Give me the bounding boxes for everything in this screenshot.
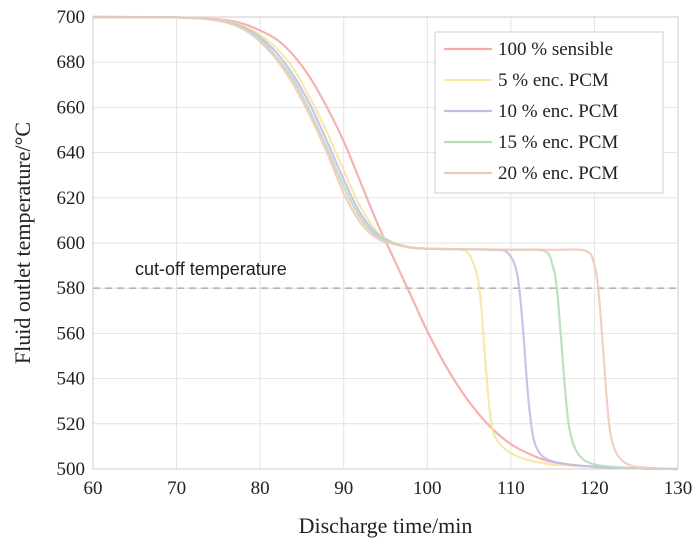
legend-label: 10 % enc. PCM (498, 101, 618, 122)
x-tick-label: 110 (497, 478, 525, 499)
x-tick-label: 70 (167, 478, 186, 499)
y-tick-label: 620 (57, 188, 86, 209)
y-tick-label: 680 (57, 52, 86, 73)
legend-box (434, 31, 664, 194)
series-line-5 (92, 15, 679, 471)
x-tick-label: 120 (580, 478, 609, 499)
y-axis-label: Fluid outlet temperature/°C (10, 122, 35, 364)
y-tick-label: 580 (57, 278, 86, 299)
y-tick-label: 560 (57, 323, 86, 344)
cutoff-annotation: cut-off temperature (135, 259, 287, 279)
legend-label: 5 % enc. PCM (498, 70, 609, 91)
x-axis-label: Discharge time/min (299, 513, 473, 538)
plot-frame (92, 16, 679, 470)
x-tick-label: 130 (664, 478, 693, 499)
y-tick-label: 540 (57, 369, 86, 390)
y-tick-label: 600 (57, 233, 86, 254)
x-tick-label: 100 (413, 478, 442, 499)
series-layer (92, 15, 679, 471)
x-tick-label: 80 (251, 478, 270, 499)
legend-label: 100 % sensible (498, 39, 613, 60)
y-tick-label: 640 (57, 143, 86, 164)
y-tick-label: 500 (57, 459, 86, 480)
x-tick-label: 90 (334, 478, 353, 499)
legend: 100 % sensible 5 % enc. PCM 10 % enc. PCM 1… (434, 31, 664, 194)
x-tick-label: 60 (84, 478, 103, 499)
y-tick-label: 660 (57, 97, 86, 118)
y-tick-labels: 500 520 540 560 580 600 620 640 660 680 700 (57, 7, 86, 480)
y-tick-label: 700 (57, 7, 86, 28)
y-tick-label: 520 (57, 414, 86, 435)
legend-label: 15 % enc. PCM (498, 132, 618, 153)
x-tick-labels: 60 70 80 90 100 110 120 130 (84, 478, 693, 499)
legend-label: 20 % enc. PCM (498, 163, 618, 184)
